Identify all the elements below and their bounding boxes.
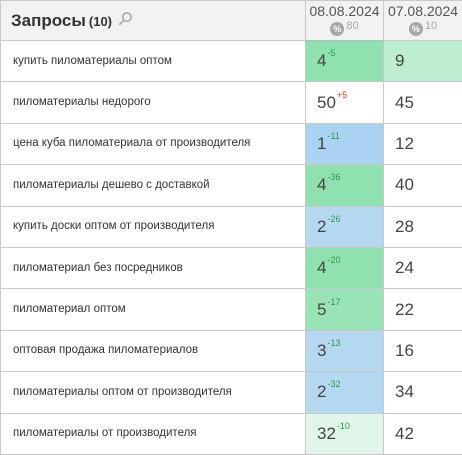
query-text: цена куба пиломатериала от производителя [13, 137, 250, 149]
position-cell-current[interactable]: 3-13 [306, 330, 384, 371]
column-date: 08.08.2024 [306, 3, 383, 19]
percent-icon: % [409, 22, 423, 36]
table-row: оптовая продажа пиломатериалов 3-13 16 [1, 330, 462, 371]
position-value: 2 [317, 217, 326, 236]
position-delta: +5 [337, 90, 347, 100]
position-value: 16 [395, 341, 414, 360]
query-cell[interactable]: пиломатериалы недорого [1, 82, 306, 123]
position-cell-current[interactable]: 4-5 [306, 41, 384, 82]
position-value: 45 [395, 93, 414, 112]
query-cell[interactable]: пиломатериал без посредников [1, 247, 306, 288]
position-value: 4 [317, 175, 326, 194]
query-cell[interactable]: пиломатериалы оптом от производителя [1, 372, 306, 413]
query-cell[interactable]: пиломатериалы дешево с доставкой [1, 165, 306, 206]
query-cell[interactable]: цена куба пиломатериала от производителя [1, 123, 306, 164]
query-cell[interactable]: купить пиломатериалы оптом [1, 41, 306, 82]
position-delta: -10 [337, 421, 350, 431]
position-delta: -20 [327, 255, 340, 265]
query-text: купить пиломатериалы оптом [13, 55, 172, 67]
position-cell-previous[interactable]: 40 [384, 165, 462, 206]
position-value: 22 [395, 300, 414, 319]
table-row: пиломатериалы дешево с доставкой 4-36 40 [1, 165, 462, 206]
position-delta: -5 [327, 48, 335, 58]
position-cell-previous[interactable]: 24 [384, 247, 462, 288]
position-cell-previous[interactable]: 9 [384, 41, 462, 82]
position-value: 28 [395, 217, 414, 236]
table-row: пиломатериалы недорого 50+5 45 [1, 82, 462, 123]
position-cell-previous[interactable]: 42 [384, 413, 462, 454]
position-cell-previous[interactable]: 34 [384, 372, 462, 413]
queries-count: (10) [89, 14, 112, 29]
position-value: 32 [317, 424, 336, 443]
table-row: пиломатериал без посредников 4-20 24 [1, 247, 462, 288]
position-value: 12 [395, 134, 414, 153]
position-value: 50 [317, 93, 336, 112]
date-column-header[interactable]: 07.08.2024 % 10 [384, 1, 462, 41]
position-delta: -26 [327, 214, 340, 224]
query-text: пиломатериалы от производителя [13, 427, 197, 439]
position-cell-previous[interactable]: 45 [384, 82, 462, 123]
percent-indicator: % 10 [409, 22, 437, 36]
position-value: 3 [317, 341, 326, 360]
search-icon[interactable] [118, 11, 133, 26]
percent-icon: % [330, 22, 344, 36]
position-cell-current[interactable]: 50+5 [306, 82, 384, 123]
position-value: 9 [395, 51, 404, 70]
table-row: пиломатериалы оптом от производителя 2-32… [1, 372, 462, 413]
position-delta: -36 [327, 172, 340, 182]
query-text: пиломатериалы дешево с доставкой [13, 179, 210, 191]
table-header-row: Запросы(10) 08.08.2024 % 80 07.08.2024 %… [1, 1, 462, 41]
query-text: пиломатериал без посредников [13, 262, 183, 274]
position-value: 1 [317, 134, 326, 153]
query-text: пиломатериалы недорого [13, 96, 151, 108]
percent-indicator: % 80 [330, 22, 358, 36]
date-column-header[interactable]: 08.08.2024 % 80 [306, 1, 384, 41]
query-text: пиломатериалы оптом от производителя [13, 386, 232, 398]
position-cell-current[interactable]: 5-17 [306, 289, 384, 330]
position-value: 2 [317, 382, 326, 401]
query-cell[interactable]: пиломатериалы от производителя [1, 413, 306, 454]
position-value: 40 [395, 175, 414, 194]
queries-title: Запросы(10) [11, 11, 112, 31]
position-cell-current[interactable]: 4-36 [306, 165, 384, 206]
position-delta: -11 [327, 131, 339, 141]
query-text: купить доски оптом от производителя [13, 220, 214, 232]
query-cell[interactable]: оптовая продажа пиломатериалов [1, 330, 306, 371]
position-cell-previous[interactable]: 22 [384, 289, 462, 330]
position-value: 4 [317, 51, 326, 70]
percent-value: 10 [425, 20, 437, 32]
position-value: 24 [395, 258, 414, 277]
position-cell-current[interactable]: 2-26 [306, 206, 384, 247]
position-cell-current[interactable]: 1-11 [306, 123, 384, 164]
position-value: 42 [395, 424, 414, 443]
position-cell-previous[interactable]: 12 [384, 123, 462, 164]
column-date: 07.08.2024 [384, 3, 462, 19]
query-cell[interactable]: купить доски оптом от производителя [1, 206, 306, 247]
position-cell-previous[interactable]: 28 [384, 206, 462, 247]
table-row: пиломатериалы от производителя 32-10 42 [1, 413, 462, 454]
position-delta: -17 [327, 297, 340, 307]
position-value: 5 [317, 300, 326, 319]
position-delta: -13 [327, 338, 340, 348]
query-text: пиломатериал оптом [13, 303, 126, 315]
query-cell[interactable]: пиломатериал оптом [1, 289, 306, 330]
table-row: пиломатериал оптом 5-17 22 [1, 289, 462, 330]
table-row: цена куба пиломатериала от производителя… [1, 123, 462, 164]
position-cell-current[interactable]: 4-20 [306, 247, 384, 288]
percent-value: 80 [346, 20, 358, 32]
position-value: 4 [317, 258, 326, 277]
table-row: купить пиломатериалы оптом 4-5 9 [1, 41, 462, 82]
queries-header[interactable]: Запросы(10) [1, 1, 306, 41]
position-cell-current[interactable]: 2-32 [306, 372, 384, 413]
position-delta: -32 [327, 379, 340, 389]
query-text: оптовая продажа пиломатериалов [13, 344, 198, 356]
position-cell-current[interactable]: 32-10 [306, 413, 384, 454]
position-value: 34 [395, 382, 414, 401]
position-cell-previous[interactable]: 16 [384, 330, 462, 371]
